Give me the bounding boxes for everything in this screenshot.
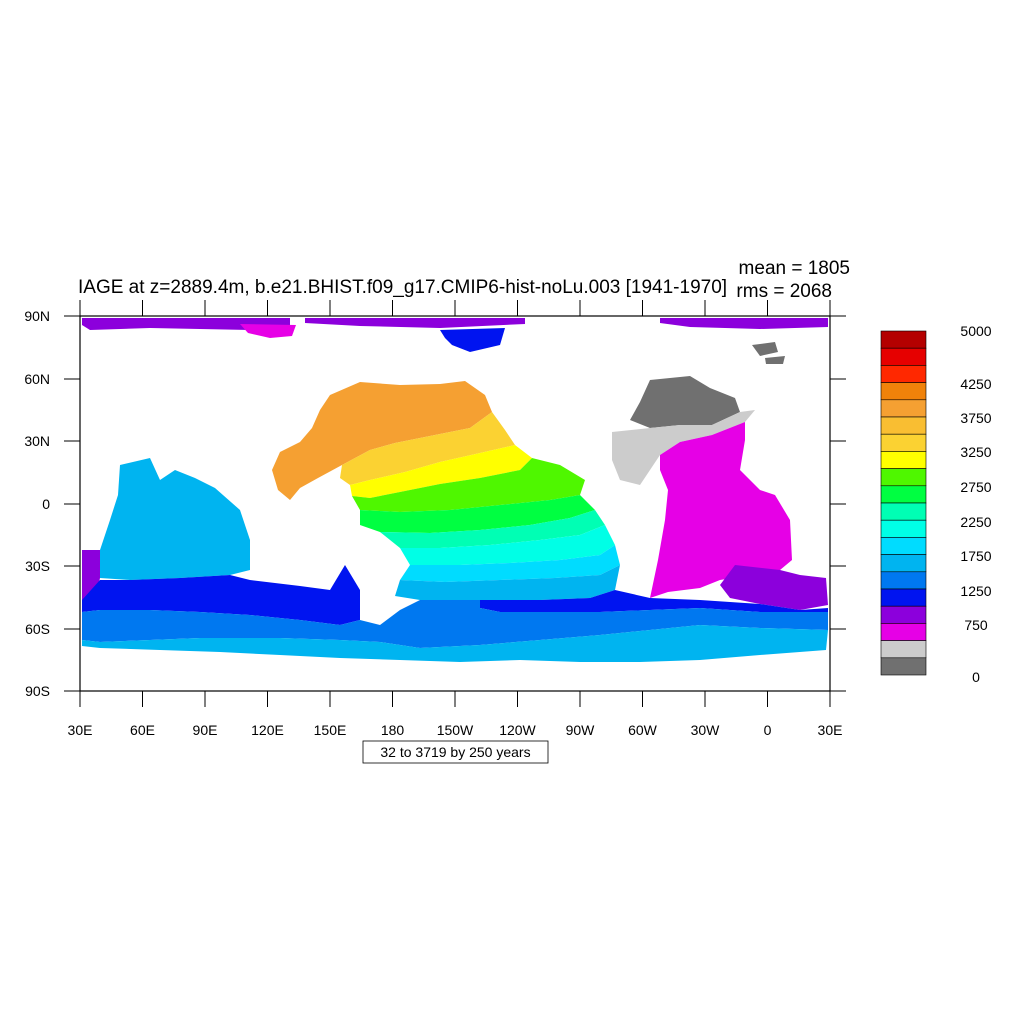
arctic-purple-band-2	[305, 318, 525, 328]
colorbar-label: 3750	[960, 410, 991, 426]
colorbar-swatch	[880, 537, 927, 555]
lat-label: 90N	[24, 308, 50, 324]
arctic-purple-band	[82, 318, 290, 330]
colorbar-label: 1750	[960, 548, 991, 564]
colorbar-swatch	[880, 433, 927, 452]
colorbar-swatch	[880, 416, 927, 435]
north-atlantic-lightgray	[612, 410, 755, 485]
lon-label: 60E	[130, 722, 155, 738]
colorbar-labels: 5000 4250 3750 3250 2750 2250 1750 1250 750 0	[960, 323, 991, 685]
ocean-field	[80, 316, 830, 691]
lat-axis	[64, 315, 846, 692]
equatorial-pacific-brightgreen	[360, 495, 595, 533]
colorbar-label: 2250	[960, 514, 991, 530]
colorbar-label: 3250	[960, 444, 991, 460]
colorbar-swatch	[880, 657, 927, 676]
lat-label: 0	[42, 496, 50, 512]
southern-ocean-blue-2	[480, 590, 828, 612]
lon-label: 30E	[818, 722, 843, 738]
rms-stat: rms = 2068	[736, 281, 832, 302]
southern-ocean-blue-3	[82, 600, 828, 648]
info-box	[362, 740, 549, 764]
lon-label: 120E	[251, 722, 284, 738]
southern-ocean-skyblue	[82, 625, 828, 662]
lon-axis	[79, 300, 831, 707]
north-pacific-orange	[272, 381, 492, 500]
arctic-purple-band-3	[660, 318, 828, 329]
colorbar-label: 750	[964, 617, 988, 633]
lon-label: 120W	[499, 722, 536, 738]
arctic-gray-bits	[752, 342, 785, 364]
colorbar-swatch	[880, 605, 927, 624]
colorbar-swatch	[880, 382, 927, 401]
lat-label: 60N	[24, 371, 50, 387]
colorbar-swatch	[880, 330, 927, 349]
colorbar-swatch	[880, 485, 927, 504]
colorbar-swatch	[880, 365, 927, 383]
lat-label: 30S	[25, 558, 50, 574]
atlantic-magenta	[650, 422, 792, 598]
north-pacific-yellow	[350, 445, 532, 498]
info-box-text: 32 to 3719 by 250 years	[380, 744, 530, 760]
lon-label: 30W	[691, 722, 721, 738]
south-atlantic-purple	[720, 565, 828, 610]
lat-label: 90S	[25, 683, 50, 699]
colorbar-swatch	[880, 502, 927, 521]
colorbar	[880, 330, 927, 676]
colorbar-swatch	[880, 640, 927, 659]
colorbar-swatch	[880, 554, 927, 573]
colorbar-swatch	[880, 468, 927, 487]
colorbar-swatch	[880, 588, 927, 607]
colorbar-label: 1250	[960, 583, 991, 599]
colorbar-label: 2750	[960, 479, 991, 495]
lat-label: 30N	[24, 433, 50, 449]
arctic-magenta-patch	[240, 324, 296, 338]
arctic-blue-patch	[440, 328, 505, 352]
north-atlantic-gray	[630, 376, 740, 428]
indian-ocean-skyblue	[100, 458, 250, 580]
map-title: IAGE at z=2889.4m, b.e21.BHIST.f09_g17.C…	[78, 277, 727, 298]
colorbar-swatch	[880, 399, 927, 418]
lon-label: 150E	[314, 722, 347, 738]
lat-label: 60S	[25, 621, 50, 637]
colorbar-swatch	[880, 451, 927, 469]
colorbar-label: 5000	[960, 323, 991, 339]
colorbar-swatch	[880, 519, 927, 538]
south-pacific-skyblue	[395, 565, 620, 600]
colorbar-label: 4250	[960, 376, 991, 392]
south-pacific-lightblue	[400, 545, 620, 582]
lon-label: 180	[381, 722, 405, 738]
lon-label: 30E	[68, 722, 93, 738]
mean-stat: mean = 1805	[739, 258, 850, 279]
colorbar-swatch	[880, 571, 927, 590]
south-pacific-cyan	[400, 525, 615, 565]
equatorial-pacific-green	[352, 458, 585, 512]
lon-label: 150W	[437, 722, 474, 738]
north-pacific-lightorange	[340, 412, 515, 485]
colorbar-swatch	[880, 347, 927, 366]
south-pacific-aqua	[380, 510, 605, 548]
colorbar-swatch	[880, 623, 927, 641]
southern-ocean-blue	[82, 565, 360, 625]
lon-label: 60W	[628, 722, 658, 738]
colorbar-label: 0	[972, 669, 980, 685]
lon-label: 90E	[193, 722, 218, 738]
lon-label: 90W	[566, 722, 596, 738]
lon-label: 0	[764, 722, 772, 738]
